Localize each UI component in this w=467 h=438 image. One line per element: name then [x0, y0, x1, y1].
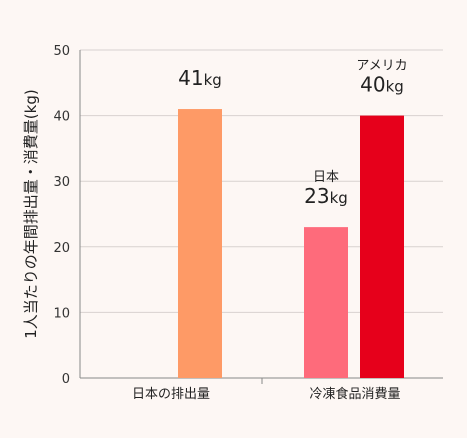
data-label-value: 40kg — [360, 73, 404, 97]
y-tick-label: 40 — [53, 110, 70, 125]
data-label-name: 日本 — [313, 170, 339, 185]
data-label-value: 41kg — [178, 66, 222, 90]
bar — [304, 227, 348, 378]
data-label-name: アメリカ — [356, 59, 407, 74]
bar — [178, 109, 222, 378]
x-tick-label: 冷凍食品消費量 — [309, 386, 400, 402]
data-label-value: 23kg — [304, 184, 348, 208]
y-tick-label: 0 — [62, 372, 70, 387]
y-tick-label: 50 — [53, 44, 70, 59]
y-axis-label: 1人当たりの年間排出量・消費量(kg) — [22, 89, 40, 338]
y-tick-label: 10 — [53, 306, 70, 321]
y-tick-label: 30 — [53, 175, 70, 190]
bar — [360, 115, 404, 378]
y-tick-label: 20 — [53, 241, 70, 256]
x-tick-label: 日本の排出量 — [132, 387, 210, 402]
